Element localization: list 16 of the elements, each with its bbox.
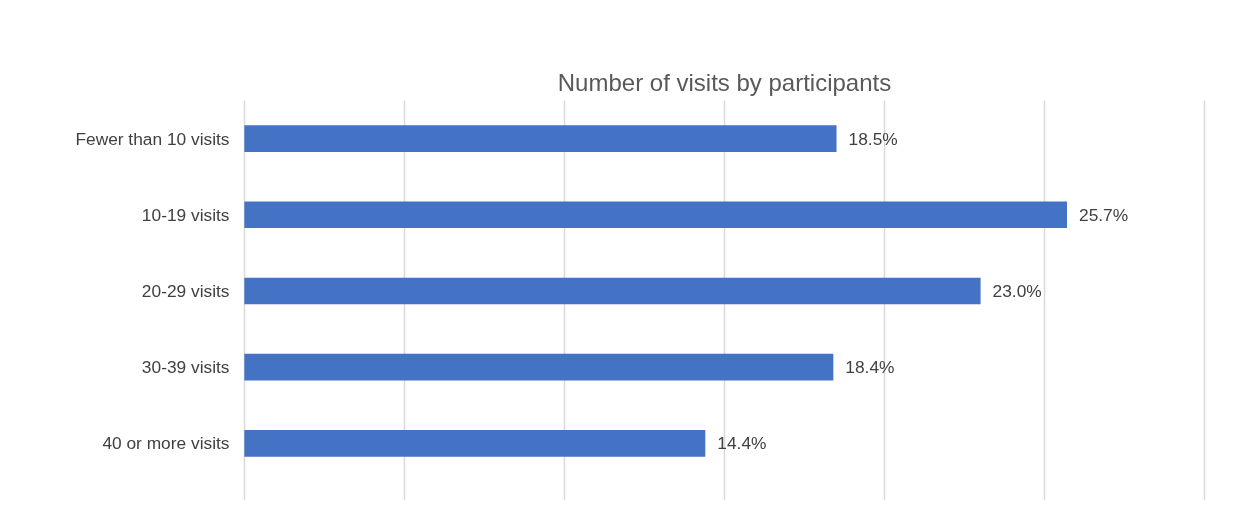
bar xyxy=(244,277,981,305)
y-tick-label: 10-19 visits xyxy=(141,204,230,225)
chart-title: Number of visits by participants xyxy=(557,68,892,96)
y-tick-label: Fewer than 10 visits xyxy=(75,128,230,149)
bar xyxy=(244,430,706,457)
data-label: 23.0% xyxy=(992,280,1042,301)
data-label: 25.7% xyxy=(1079,204,1129,225)
bar xyxy=(244,201,1068,229)
bar xyxy=(244,353,834,381)
bar xyxy=(244,125,837,152)
data-label: 18.5% xyxy=(848,128,898,149)
data-label: 14.4% xyxy=(717,433,767,454)
y-tick-label: 20-29 visits xyxy=(141,280,230,301)
data-label: 18.4% xyxy=(845,357,895,378)
y-tick-label: 40 or more visits xyxy=(102,433,230,454)
y-tick-label: 30-39 visits xyxy=(141,357,230,378)
